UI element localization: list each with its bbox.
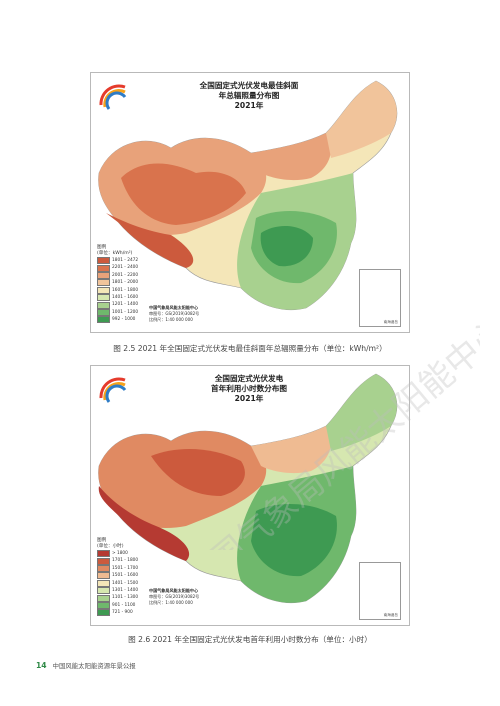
legend-label: 721 - 900 — [112, 610, 133, 616]
legend-item: 2001 - 2200 — [97, 271, 163, 279]
legend-swatch — [97, 594, 110, 602]
legend-swatch — [97, 308, 110, 316]
legend-label: 1401 - 1600 — [112, 295, 139, 301]
legend-swatch — [97, 301, 110, 309]
legend-swatch — [97, 257, 110, 265]
map-figure-utilization-hours: 全国固定式光伏发电 首年利用小时数分布图 2021年 图例 (单位：小时) > … — [90, 365, 410, 626]
map-legend: 图例 (单位：kWh/m²) 1801 - 2472 2201 - 2400 200… — [97, 245, 163, 324]
figure-caption: 图 2.6 2021 年全国固定式光伏发电首年利用小时数分布（单位：小时） — [128, 635, 372, 644]
map-credit: 中国气象局风能太阳能中心 审图号：GS(2019)3082号 比例尺：1:40 … — [149, 305, 200, 323]
legend-swatch — [97, 579, 110, 587]
legend-label: > 1800 — [112, 551, 128, 557]
legend-item: 2201 - 2400 — [97, 264, 163, 272]
legend-swatch — [97, 564, 110, 572]
legend-item: 1701 - 1800 — [97, 557, 163, 565]
legend-item: 1801 - 2000 — [97, 279, 163, 287]
china-map-radiation — [98, 80, 398, 311]
page-number: 14 — [36, 661, 47, 670]
legend-swatch — [97, 601, 110, 609]
legend-label: 1501 - 1600 — [112, 573, 139, 579]
legend-item: 1501 - 1700 — [97, 564, 163, 572]
map-credit: 中国气象局风能太阳能中心 审图号：GS(2019)3082号 比例尺：1:40 … — [149, 588, 200, 606]
legend-item: > 1800 — [97, 550, 163, 558]
page-footer: 14 中国风能太阳能资源年景公报 — [36, 661, 136, 670]
legend-item: 1301 - 1400 — [97, 587, 163, 595]
legend-label: 1001 - 1200 — [112, 309, 139, 315]
publication-title: 中国风能太阳能资源年景公报 — [52, 662, 136, 670]
china-map-hours — [98, 373, 398, 604]
figure-caption: 图 2.5 2021 年全国固定式光伏发电最佳斜面年总辐照量分布（单位：kWh/… — [113, 344, 387, 353]
legend-swatch — [97, 550, 110, 558]
legend-label: 1601 - 1800 — [112, 287, 139, 293]
legend-item: 1201 - 1400 — [97, 301, 163, 309]
legend-item: 992 - 1000 — [97, 316, 163, 324]
map-title: 全国固定式光伏发电最佳斜面 年总辐照量分布图 2021年 — [199, 81, 299, 110]
south-china-sea-inset: 南海诸岛 — [359, 562, 401, 620]
legend-label: 1701 - 1800 — [112, 558, 139, 564]
legend-swatch — [97, 294, 110, 302]
legend-item: 1001 - 1200 — [97, 308, 163, 316]
legend-swatch — [97, 271, 110, 279]
legend-label: 1801 - 2472 — [112, 258, 139, 264]
legend-item: 721 - 900 — [97, 609, 163, 617]
legend-label: 1301 - 1400 — [112, 588, 139, 594]
legend-swatch — [97, 264, 110, 272]
legend-item: 1401 - 1600 — [97, 294, 163, 302]
legend-item: 1801 - 2472 — [97, 257, 163, 265]
map-legend: 图例 (单位：小时) > 1800 1701 - 1800 1501 - 1700 1… — [97, 538, 163, 617]
legend-label: 2001 - 2200 — [112, 272, 139, 278]
legend-swatch — [97, 316, 110, 324]
legend-item: 1501 - 1600 — [97, 572, 163, 580]
legend-label: 1201 - 1400 — [112, 302, 139, 308]
legend-swatch — [97, 572, 110, 580]
legend-label: 992 - 1000 — [112, 317, 136, 323]
legend-label: 901 - 1100 — [112, 602, 136, 608]
legend-swatch — [97, 557, 110, 565]
legend-label: 1501 - 1700 — [112, 565, 139, 571]
legend-swatch — [97, 587, 110, 595]
legend-item: 1601 - 1800 — [97, 286, 163, 294]
legend-swatch — [97, 279, 110, 287]
legend-label: 1801 - 2000 — [112, 280, 139, 286]
legend-item: 901 - 1100 — [97, 601, 163, 609]
map-figure-solar-radiation: 全国固定式光伏发电最佳斜面 年总辐照量分布图 2021年 图例 (单位：kWh/… — [90, 72, 410, 333]
legend-item: 1101 - 1300 — [97, 594, 163, 602]
south-china-sea-inset: 南海诸岛 — [359, 269, 401, 327]
legend-swatch — [97, 609, 110, 617]
map-title: 全国固定式光伏发电 首年利用小时数分布图 2021年 — [211, 374, 287, 403]
legend-label: 1401 - 1500 — [112, 580, 139, 586]
cma-logo-icon — [99, 377, 127, 403]
legend-label: 2201 - 2400 — [112, 265, 139, 271]
legend-swatch — [97, 286, 110, 294]
legend-label: 1101 - 1300 — [112, 595, 139, 601]
cma-logo-icon — [99, 84, 127, 110]
legend-item: 1401 - 1500 — [97, 579, 163, 587]
